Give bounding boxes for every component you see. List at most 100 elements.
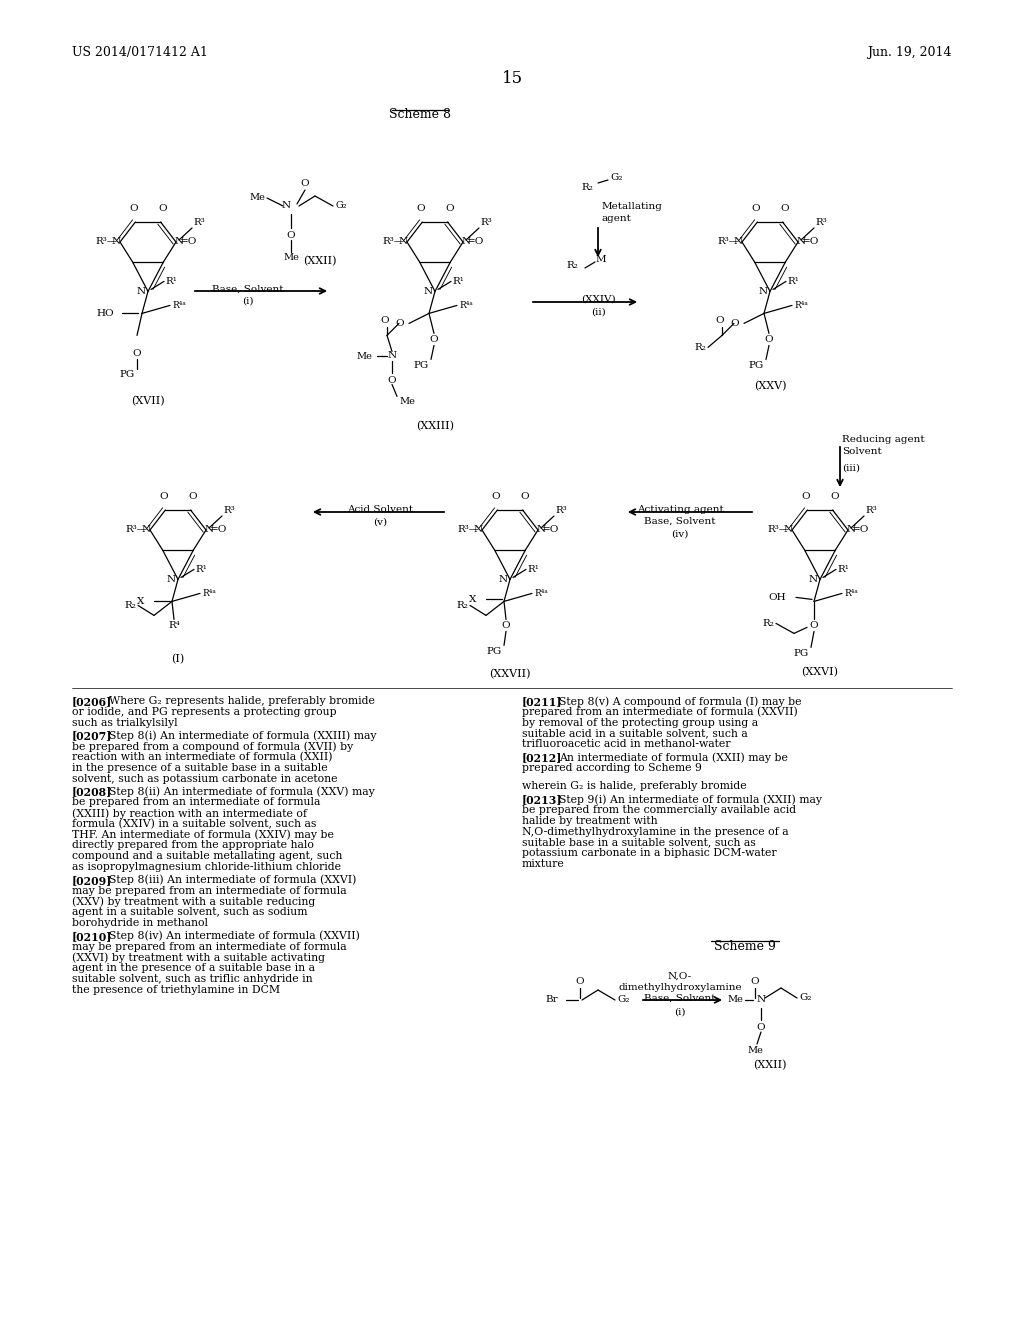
Text: R₂: R₂ <box>566 260 578 269</box>
Text: N: N <box>847 525 856 535</box>
Text: (I): (I) <box>171 655 184 665</box>
Text: suitable base in a suitable solvent, such as: suitable base in a suitable solvent, suc… <box>522 838 756 847</box>
Text: N,O-: N,O- <box>668 972 692 981</box>
Text: O: O <box>730 319 739 327</box>
Text: Metallating: Metallating <box>602 202 663 211</box>
Text: the presence of triethylamine in DCM: the presence of triethylamine in DCM <box>72 985 281 995</box>
Text: O: O <box>502 622 510 631</box>
Text: Where G₂ represents halide, preferably bromide: Where G₂ represents halide, preferably b… <box>109 696 375 706</box>
Text: (XXVI): (XXVI) <box>802 668 839 677</box>
Text: Step 8(iv) An intermediate of formula (XXVII): Step 8(iv) An intermediate of formula (X… <box>109 931 359 941</box>
Text: R⁴ᵃ: R⁴ᵃ <box>844 589 858 598</box>
Text: O: O <box>830 492 839 502</box>
Text: R³: R³ <box>193 218 205 227</box>
Text: in the presence of a suitable base in a suitable: in the presence of a suitable base in a … <box>72 763 328 772</box>
Text: THF. An intermediate of formula (XXIV) may be: THF. An intermediate of formula (XXIV) m… <box>72 829 334 840</box>
Text: N: N <box>757 995 766 1005</box>
Text: may be prepared from an intermediate of formula: may be prepared from an intermediate of … <box>72 941 347 952</box>
Text: be prepared from the commercially available acid: be prepared from the commercially availa… <box>522 805 796 816</box>
Text: Me: Me <box>748 1045 763 1055</box>
Text: R₂: R₂ <box>124 601 136 610</box>
Text: O: O <box>301 180 309 187</box>
Text: agent in a suitable solvent, such as sodium: agent in a suitable solvent, such as sod… <box>72 907 307 917</box>
Text: N: N <box>205 525 214 535</box>
Text: formula (XXIV) in a suitable solvent, such as: formula (XXIV) in a suitable solvent, su… <box>72 818 316 829</box>
Text: (XXVII): (XXVII) <box>489 669 530 680</box>
Text: (i): (i) <box>674 1008 686 1016</box>
Text: R⁴ᵃ: R⁴ᵃ <box>534 589 548 598</box>
Text: Base, Solvent: Base, Solvent <box>644 994 716 1003</box>
Text: R⁴ᵃ: R⁴ᵃ <box>794 301 808 310</box>
Text: G₂: G₂ <box>617 995 630 1005</box>
Text: mixture: mixture <box>522 859 565 869</box>
Text: N: N <box>809 576 818 583</box>
Text: O: O <box>133 350 141 359</box>
Text: Step 8(iii) An intermediate of formula (XXVI): Step 8(iii) An intermediate of formula (… <box>109 875 356 886</box>
Text: O: O <box>129 205 137 213</box>
Text: R³—: R³— <box>383 238 406 247</box>
Text: PG: PG <box>414 362 429 371</box>
Text: US 2014/0171412 A1: US 2014/0171412 A1 <box>72 46 208 59</box>
Text: trifluoroacetic acid in methanol-water: trifluoroacetic acid in methanol-water <box>522 739 730 750</box>
Text: R¹: R¹ <box>837 565 849 574</box>
Text: as isopropylmagnesium chloride-lithium chloride: as isopropylmagnesium chloride-lithium c… <box>72 862 341 873</box>
Text: O: O <box>188 492 197 502</box>
Text: G₂: G₂ <box>799 994 811 1002</box>
Text: =O: =O <box>210 525 227 535</box>
Text: (i): (i) <box>243 297 254 306</box>
Text: [0209]: [0209] <box>72 875 113 886</box>
Text: Acid Solvent: Acid Solvent <box>347 506 413 513</box>
Text: R¹: R¹ <box>527 565 539 574</box>
Text: R⁴ᵃ: R⁴ᵃ <box>172 301 186 310</box>
Text: Reducing agent: Reducing agent <box>842 436 925 445</box>
Text: R¹: R¹ <box>165 277 177 286</box>
Text: N: N <box>282 202 291 210</box>
Text: N: N <box>462 238 471 247</box>
Text: O: O <box>716 317 724 326</box>
Text: Step 8(v) A compound of formula (I) may be: Step 8(v) A compound of formula (I) may … <box>559 696 801 706</box>
Text: Scheme 8: Scheme 8 <box>389 108 451 121</box>
Text: Activating agent: Activating agent <box>637 506 723 513</box>
Text: (XXIV): (XXIV) <box>581 294 615 304</box>
Text: N: N <box>784 525 793 535</box>
Text: suitable solvent, such as triflic anhydride in: suitable solvent, such as triflic anhydr… <box>72 974 312 983</box>
Text: may be prepared from an intermediate of formula: may be prepared from an intermediate of … <box>72 886 347 895</box>
Text: suitable acid in a suitable solvent, such a: suitable acid in a suitable solvent, suc… <box>522 729 748 738</box>
Text: O: O <box>159 205 167 213</box>
Text: [0213]: [0213] <box>522 795 562 805</box>
Text: prepared from an intermediate of formula (XXVII): prepared from an intermediate of formula… <box>522 706 798 717</box>
Text: R₂: R₂ <box>456 601 468 610</box>
Text: by removal of the protecting group using a: by removal of the protecting group using… <box>522 718 758 727</box>
Text: (ii): (ii) <box>591 308 605 317</box>
Text: An intermediate of formula (XXII) may be: An intermediate of formula (XXII) may be <box>559 752 787 763</box>
Text: (XXVI) by treatment with a suitable activating: (XXVI) by treatment with a suitable acti… <box>72 953 325 964</box>
Text: HO: HO <box>96 309 114 318</box>
Text: (XXV) by treatment with a suitable reducing: (XXV) by treatment with a suitable reduc… <box>72 896 315 907</box>
Text: (XXIII) by reaction with an intermediate of: (XXIII) by reaction with an intermediate… <box>72 808 307 818</box>
Text: R⁴: R⁴ <box>168 622 180 631</box>
Text: O: O <box>492 492 500 502</box>
Text: O: O <box>416 205 425 213</box>
Text: PG: PG <box>749 362 764 371</box>
Text: R³—: R³— <box>126 525 148 535</box>
Text: O: O <box>287 231 295 240</box>
Text: N: N <box>797 238 806 247</box>
Text: N: N <box>399 238 408 247</box>
Text: Me: Me <box>399 397 415 407</box>
Text: R³: R³ <box>865 506 877 515</box>
Text: N,O-dimethylhydroxylamine in the presence of a: N,O-dimethylhydroxylamine in the presenc… <box>522 826 788 837</box>
Text: Step 8(i) An intermediate of formula (XXIII) may: Step 8(i) An intermediate of formula (XX… <box>109 730 376 741</box>
Text: M: M <box>596 256 606 264</box>
Text: R₂: R₂ <box>694 343 706 352</box>
Text: O: O <box>395 319 404 327</box>
Text: [0207]: [0207] <box>72 730 113 742</box>
Text: (XXII): (XXII) <box>303 256 337 267</box>
Text: (XVII): (XVII) <box>131 396 165 407</box>
Text: N: N <box>499 576 508 583</box>
Text: (XXV): (XXV) <box>754 381 786 392</box>
Text: O: O <box>575 977 585 986</box>
Text: dimethylhydroxylamine: dimethylhydroxylamine <box>618 983 741 993</box>
Text: G₂: G₂ <box>335 202 346 210</box>
Text: 15: 15 <box>502 70 522 87</box>
Text: N: N <box>734 238 743 247</box>
